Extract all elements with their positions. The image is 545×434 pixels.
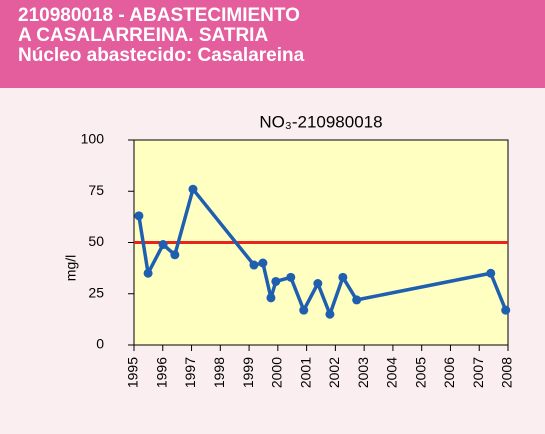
x-tick-label: 1999 xyxy=(240,357,256,388)
data-point xyxy=(338,272,348,282)
data-point xyxy=(258,258,268,268)
data-point xyxy=(143,268,153,278)
x-tick-label: 2003 xyxy=(355,357,371,388)
y-tick-label: 75 xyxy=(88,182,104,198)
x-tick-label: 2007 xyxy=(470,357,486,388)
x-tick-label: 1997 xyxy=(182,357,198,388)
data-point xyxy=(325,309,335,319)
x-tick-label: 2004 xyxy=(384,357,400,388)
header-line: 210980018 - ABASTECIMIENTO xyxy=(18,5,300,26)
y-tick-label: 50 xyxy=(88,233,104,249)
x-tick-label: 2005 xyxy=(412,357,428,388)
x-tick-label: 2006 xyxy=(441,357,457,388)
data-point xyxy=(486,268,496,278)
x-tick-label: 1995 xyxy=(125,357,141,388)
data-point xyxy=(158,240,168,250)
y-axis-label: mg/l xyxy=(63,255,79,281)
data-point xyxy=(188,184,198,194)
y-tick-label: 0 xyxy=(96,336,104,352)
data-point xyxy=(286,272,296,282)
header-line: A CASALARREINA. SATRIA xyxy=(18,25,269,46)
chart-title: NO₃-210980018 xyxy=(259,112,382,131)
x-tick-label: 1996 xyxy=(153,357,169,388)
data-point xyxy=(501,305,511,315)
data-point xyxy=(271,276,281,286)
y-tick-label: 25 xyxy=(88,284,104,300)
data-point xyxy=(249,260,259,270)
x-tick-label: 2000 xyxy=(269,357,285,388)
data-point xyxy=(313,279,323,288)
y-tick-label: 100 xyxy=(81,131,105,147)
data-point xyxy=(134,211,144,221)
x-tick-label: 1998 xyxy=(211,357,227,388)
x-tick-label: 2002 xyxy=(326,357,342,388)
data-point xyxy=(352,295,362,305)
data-point xyxy=(266,293,276,303)
header-line: Núcleo abastecido: Casalareina xyxy=(18,45,305,66)
x-tick-label: 2001 xyxy=(297,357,313,388)
header: 210980018 - ABASTECIMIENTO A CASALARREIN… xyxy=(0,0,545,88)
x-tick-label: 2008 xyxy=(499,357,515,388)
data-point xyxy=(299,305,309,315)
data-point xyxy=(170,250,180,260)
